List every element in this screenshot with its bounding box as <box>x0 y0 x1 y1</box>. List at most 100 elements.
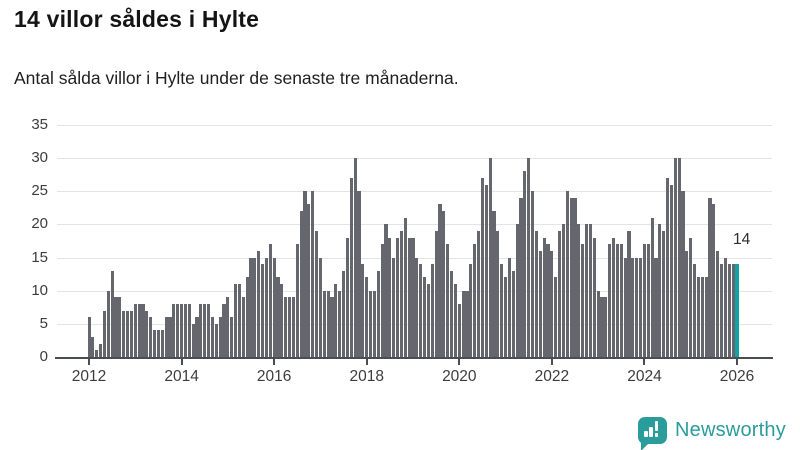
bar <box>700 277 704 357</box>
bar <box>650 217 654 357</box>
bar <box>669 184 673 357</box>
bar <box>484 184 488 357</box>
bar <box>114 297 118 357</box>
y-tick-label: 5 <box>39 314 48 332</box>
bar <box>326 290 330 357</box>
bar <box>214 323 218 357</box>
bar <box>453 284 457 357</box>
bar <box>241 297 245 357</box>
bar <box>172 303 176 357</box>
x-tick-label: 2024 <box>627 368 662 385</box>
bar <box>612 237 616 357</box>
bar <box>392 257 396 357</box>
bar <box>160 330 164 357</box>
bar <box>615 244 619 357</box>
y-tick-label: 15 <box>31 248 48 266</box>
x-tick <box>550 359 553 365</box>
bar <box>345 237 349 357</box>
bar <box>569 197 573 357</box>
bar <box>723 257 727 357</box>
x-tick <box>180 359 183 365</box>
bar <box>210 317 215 357</box>
bar <box>515 224 519 357</box>
bar <box>662 230 666 357</box>
bar <box>318 257 322 357</box>
bar <box>288 297 292 357</box>
speech-bubble-tail <box>641 442 649 450</box>
bar <box>511 270 515 357</box>
x-tick-label: 2020 <box>442 368 477 385</box>
bar <box>349 177 353 357</box>
bar <box>666 177 670 357</box>
bar <box>600 297 604 357</box>
x-tick <box>365 359 368 365</box>
bar <box>372 290 376 357</box>
bar <box>122 310 126 357</box>
gridline <box>57 191 772 193</box>
bar <box>106 290 110 357</box>
bar <box>137 303 141 357</box>
bar <box>299 211 303 357</box>
bar <box>639 257 643 357</box>
y-tick-label: 25 <box>31 182 48 200</box>
bar <box>176 303 180 357</box>
bar <box>438 204 442 357</box>
bar <box>689 237 693 357</box>
bar <box>149 317 153 357</box>
bar <box>407 237 411 357</box>
bar <box>95 350 99 357</box>
bar <box>731 264 735 357</box>
bar <box>608 244 612 357</box>
bar <box>450 270 454 357</box>
bar <box>558 230 562 357</box>
bar <box>156 330 161 357</box>
bar <box>338 290 342 357</box>
bar <box>604 297 608 357</box>
bar <box>488 158 492 357</box>
bar <box>357 191 361 357</box>
x-tick-label: 2014 <box>164 368 199 385</box>
bar <box>399 230 403 357</box>
bar <box>199 303 203 357</box>
bar <box>126 310 130 357</box>
x-tick-label: 2026 <box>719 368 755 385</box>
bar <box>145 310 149 357</box>
bar <box>635 257 639 357</box>
bar <box>542 237 546 357</box>
bar <box>627 230 631 357</box>
bar <box>480 177 484 357</box>
bar <box>280 284 284 357</box>
bar <box>523 171 527 357</box>
bar <box>180 303 184 357</box>
y-tick-label: 35 <box>31 115 48 133</box>
bar <box>500 264 504 357</box>
bar <box>303 191 307 357</box>
x-tick-label: 2012 <box>71 368 107 385</box>
logo-bar-small <box>644 430 648 437</box>
bar <box>519 197 523 357</box>
bar <box>403 217 407 357</box>
bar <box>592 237 596 357</box>
bar <box>191 323 195 357</box>
bar <box>577 224 581 357</box>
bar <box>446 244 450 357</box>
y-tick-label: 30 <box>31 149 48 167</box>
bar <box>496 230 500 357</box>
bar <box>708 197 712 357</box>
bar <box>376 270 380 357</box>
x-tick-label: 2022 <box>534 368 570 385</box>
highlighted-bar <box>735 264 739 357</box>
bar <box>334 284 338 357</box>
bar <box>423 277 427 357</box>
bar <box>677 158 681 357</box>
bar <box>588 224 592 357</box>
bar <box>442 211 446 357</box>
bar <box>234 284 238 357</box>
bar <box>573 197 577 357</box>
bar <box>527 158 531 357</box>
bar <box>531 191 535 357</box>
bar <box>685 250 689 357</box>
x-tick <box>458 359 461 365</box>
